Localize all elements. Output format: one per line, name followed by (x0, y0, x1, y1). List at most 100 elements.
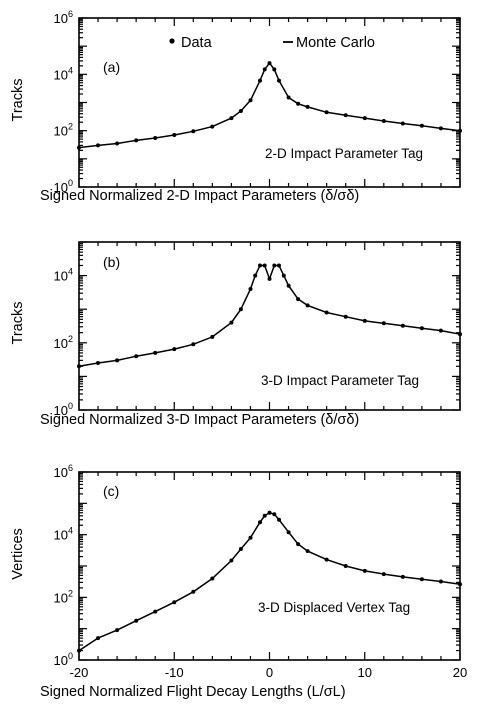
data-point (115, 628, 120, 633)
data-point (296, 297, 301, 302)
panel-c-ylabel: Vertices (10, 528, 26, 580)
data-point (277, 78, 281, 83)
x-tick-label: 0 (266, 665, 273, 680)
data-point (296, 542, 301, 547)
data-point (272, 512, 277, 517)
data-point (172, 133, 177, 137)
panel-b: Tracks (b) 3-D Impact Parameter Tag Sign… (10, 241, 462, 428)
data-point (258, 263, 262, 268)
data-point (238, 307, 243, 312)
data-point (229, 116, 234, 121)
panel-a-ylabel: Tracks (10, 79, 26, 122)
data-point (267, 276, 272, 281)
y-tick-label: 106 (54, 463, 73, 480)
data-point (362, 568, 367, 573)
data-point (115, 358, 120, 363)
legend: Data Monte Carlo (169, 35, 375, 51)
panel-b-ylabel: Tracks (10, 302, 26, 345)
data-point (458, 582, 462, 587)
data-point (210, 124, 215, 129)
panel-a-xlabel: Signed Normalized 2-D Impact Parameters … (40, 188, 359, 204)
data-point (286, 530, 291, 535)
data-point (77, 364, 81, 369)
data-point (96, 361, 100, 365)
data-point (229, 558, 234, 563)
data-point (172, 347, 177, 352)
data-point (191, 342, 196, 347)
y-tick-label: 106 (54, 9, 73, 26)
data-point (419, 577, 424, 582)
mc-series-line (78, 511, 461, 652)
data-point (153, 350, 158, 355)
data-point (272, 263, 277, 268)
data-point (362, 116, 367, 121)
data-point (381, 572, 386, 577)
data-point (258, 520, 262, 525)
data-point (438, 328, 443, 333)
data-point (305, 549, 310, 554)
data-point (324, 310, 329, 315)
data-point (134, 354, 139, 359)
data-point (172, 600, 177, 605)
data-point (248, 535, 253, 540)
panel-a-annotation: 2-D Impact Parameter Tag (265, 146, 423, 161)
data-point (343, 564, 348, 568)
data-point (238, 109, 243, 113)
data-point (458, 128, 462, 133)
data-point (262, 67, 267, 72)
data-point (324, 110, 329, 115)
panel-a-label: (a) (103, 59, 120, 75)
plot-frame (78, 17, 461, 188)
legend-data-label: Data (181, 35, 213, 51)
data-point (400, 323, 405, 328)
data-point (362, 318, 367, 323)
y-tick-label: 104 (54, 526, 73, 543)
data-point (305, 104, 310, 109)
x-tick-label: -20 (70, 665, 89, 680)
y-tick-label: 102 (54, 122, 73, 139)
data-point (286, 283, 291, 288)
data-point (305, 303, 310, 308)
data-point (134, 618, 139, 623)
data-point (267, 61, 272, 66)
data-point (419, 123, 424, 128)
data-point (262, 263, 267, 268)
panel-c-label: (c) (103, 483, 119, 499)
y-tick-label: 104 (54, 65, 73, 82)
panel-b-xlabel: Signed Normalized 3-D Impact Parameters … (40, 412, 359, 428)
data-point (229, 320, 234, 325)
data-point (258, 78, 262, 83)
data-point (210, 334, 215, 339)
panel-c-xlabel: Signed Normalized Flight Decay Lengths (… (40, 684, 346, 700)
data-point (281, 273, 286, 278)
data-point (381, 321, 386, 326)
data-point (153, 136, 158, 140)
x-tick-label: -10 (165, 665, 184, 680)
y-tick-label: 102 (54, 588, 73, 605)
data-point (96, 143, 100, 148)
data-point (400, 121, 405, 126)
data-point (253, 273, 258, 278)
y-tick-label: 104 (54, 267, 73, 284)
data-point (248, 98, 253, 103)
data-point (238, 547, 243, 551)
panel-b-annotation: 3-D Impact Parameter Tag (261, 373, 419, 388)
data-point (438, 126, 443, 131)
data-point (400, 574, 405, 579)
data-point (77, 145, 81, 150)
panel-a: Tracks (a) 2-D Impact Parameter Tag Data… (10, 9, 462, 204)
data-point (419, 326, 424, 331)
x-tick-label: 20 (453, 665, 467, 680)
x-tick-label: 10 (358, 665, 372, 680)
mc-series-line (78, 61, 461, 149)
data-point (343, 113, 348, 118)
data-point (381, 119, 386, 123)
data-point (267, 510, 272, 515)
data-point (296, 101, 301, 106)
plot-frame (78, 471, 461, 661)
data-point (210, 576, 215, 581)
data-point (77, 648, 81, 653)
data-point (191, 129, 196, 134)
y-tick-label: 102 (54, 334, 73, 351)
